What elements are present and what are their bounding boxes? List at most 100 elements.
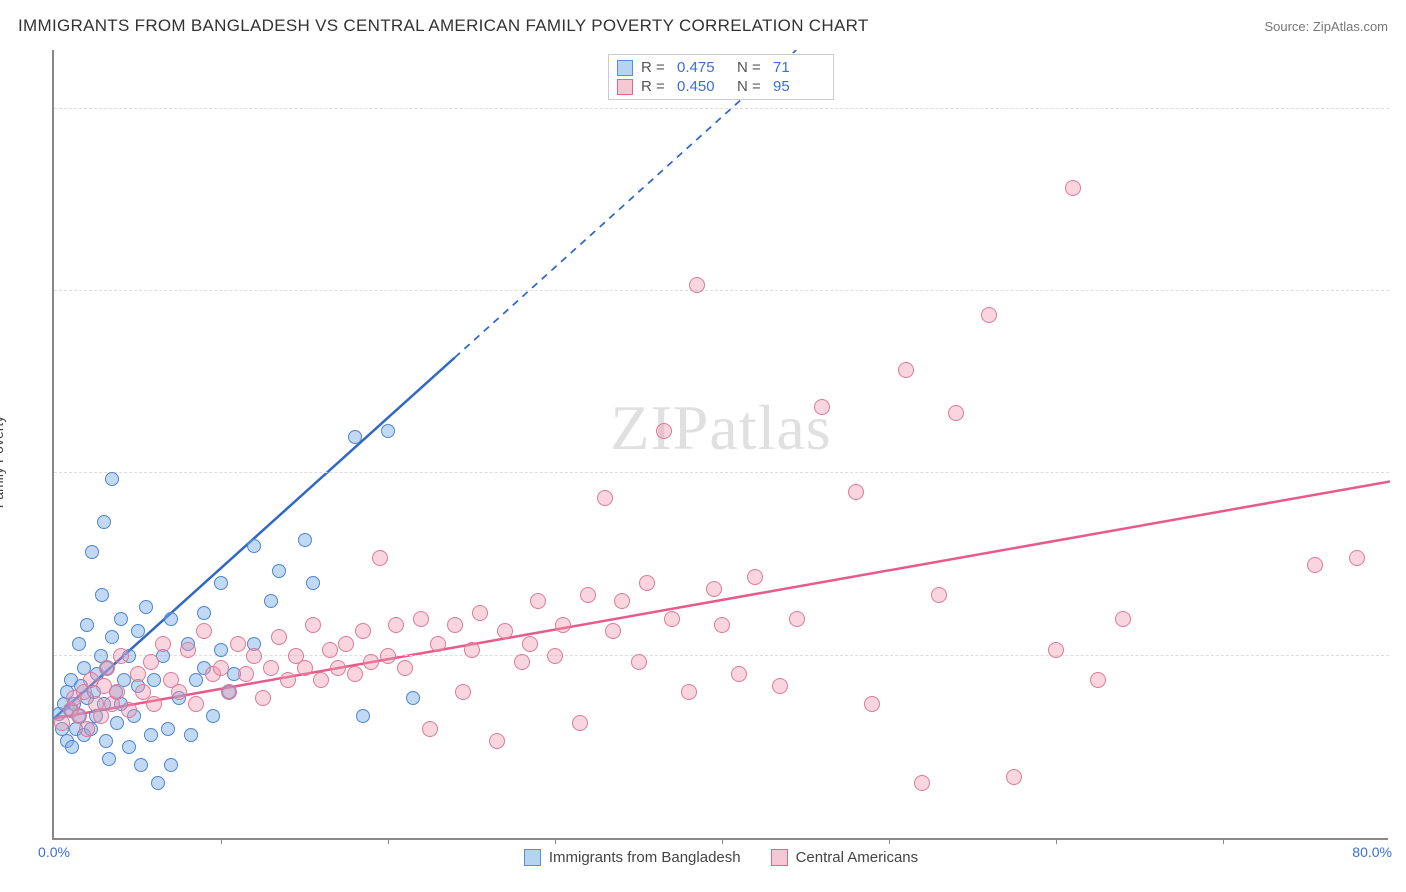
x-tick bbox=[1056, 838, 1057, 844]
scatter-point-central bbox=[363, 654, 379, 670]
scatter-point-central bbox=[848, 484, 864, 500]
scatter-point-central bbox=[221, 684, 237, 700]
scatter-point-central bbox=[180, 642, 196, 658]
scatter-point-bangladesh bbox=[164, 758, 178, 772]
scatter-point-central bbox=[322, 642, 338, 658]
scatter-point-bangladesh bbox=[122, 740, 136, 754]
scatter-point-bangladesh bbox=[97, 515, 111, 529]
gridline-h bbox=[54, 290, 1389, 291]
scatter-point-bangladesh bbox=[247, 539, 261, 553]
stats-n-label: N = bbox=[737, 78, 765, 95]
scatter-point-central bbox=[113, 648, 129, 664]
y-tick-label: 30.0% bbox=[1396, 449, 1406, 465]
scatter-point-bangladesh bbox=[189, 673, 203, 687]
y-tick-label: 15.0% bbox=[1396, 632, 1406, 648]
scatter-point-central bbox=[597, 490, 613, 506]
scatter-point-central bbox=[143, 654, 159, 670]
x-tick bbox=[1223, 838, 1224, 844]
scatter-point-central bbox=[130, 666, 146, 682]
scatter-point-central bbox=[514, 654, 530, 670]
scatter-point-bangladesh bbox=[114, 612, 128, 626]
scatter-point-central bbox=[605, 623, 621, 639]
scatter-point-central bbox=[372, 550, 388, 566]
scatter-point-central bbox=[555, 617, 571, 633]
legend-swatch-central bbox=[771, 849, 788, 866]
scatter-point-bangladesh bbox=[264, 594, 278, 608]
scatter-point-central bbox=[1115, 611, 1131, 627]
scatter-point-bangladesh bbox=[105, 472, 119, 486]
scatter-point-bangladesh bbox=[164, 612, 178, 626]
scatter-point-bangladesh bbox=[131, 624, 145, 638]
swatch-central bbox=[617, 79, 633, 95]
scatter-point-central bbox=[230, 636, 246, 652]
scatter-point-central bbox=[1307, 557, 1323, 573]
scatter-point-central bbox=[1349, 550, 1365, 566]
scatter-point-central bbox=[931, 587, 947, 603]
plot-area: ZIPatlas R =0.475N =71R =0.450N =95 0.0%… bbox=[52, 50, 1388, 840]
legend-item-central: Central Americans bbox=[771, 849, 919, 866]
scatter-point-central bbox=[898, 362, 914, 378]
scatter-point-central bbox=[580, 587, 596, 603]
scatter-point-central bbox=[121, 702, 137, 718]
scatter-point-bangladesh bbox=[306, 576, 320, 590]
scatter-point-bangladesh bbox=[65, 740, 79, 754]
scatter-point-central bbox=[155, 636, 171, 652]
scatter-point-central bbox=[355, 623, 371, 639]
scatter-point-bangladesh bbox=[72, 637, 86, 651]
scatter-point-central bbox=[639, 575, 655, 591]
scatter-point-central bbox=[789, 611, 805, 627]
scatter-point-bangladesh bbox=[161, 722, 175, 736]
scatter-point-central bbox=[397, 660, 413, 676]
scatter-point-central bbox=[814, 399, 830, 415]
scatter-point-bangladesh bbox=[151, 776, 165, 790]
scatter-point-bangladesh bbox=[134, 758, 148, 772]
stats-row-central: R =0.450N =95 bbox=[617, 77, 825, 96]
chart-container: Family Poverty ZIPatlas R =0.475N =71R =… bbox=[18, 50, 1388, 874]
scatter-point-central bbox=[313, 672, 329, 688]
scatter-point-central bbox=[271, 629, 287, 645]
x-tick bbox=[555, 838, 556, 844]
scatter-point-bangladesh bbox=[139, 600, 153, 614]
scatter-point-central bbox=[864, 696, 880, 712]
scatter-point-central bbox=[188, 696, 204, 712]
scatter-point-central bbox=[772, 678, 788, 694]
stats-r-value: 0.475 bbox=[677, 59, 729, 76]
scatter-point-central bbox=[347, 666, 363, 682]
stats-n-value: 71 bbox=[773, 59, 825, 76]
scatter-point-central bbox=[196, 623, 212, 639]
y-axis-label: Family Poverty bbox=[0, 416, 6, 509]
scatter-point-central bbox=[330, 660, 346, 676]
scatter-point-central bbox=[109, 684, 125, 700]
scatter-point-central bbox=[297, 660, 313, 676]
x-tick bbox=[889, 838, 890, 844]
scatter-point-central bbox=[631, 654, 647, 670]
scatter-point-central bbox=[99, 660, 115, 676]
scatter-point-central bbox=[572, 715, 588, 731]
scatter-point-central bbox=[430, 636, 446, 652]
scatter-point-central bbox=[255, 690, 271, 706]
scatter-point-central bbox=[914, 775, 930, 791]
stats-r-label: R = bbox=[641, 59, 669, 76]
scatter-point-bangladesh bbox=[348, 430, 362, 444]
scatter-point-bangladesh bbox=[184, 728, 198, 742]
scatter-point-central bbox=[447, 617, 463, 633]
scatter-point-central bbox=[614, 593, 630, 609]
y-tick-label: 60.0% bbox=[1396, 85, 1406, 101]
scatter-point-central bbox=[338, 636, 354, 652]
x-tick bbox=[388, 838, 389, 844]
scatter-point-central bbox=[1006, 769, 1022, 785]
scatter-point-central bbox=[246, 648, 262, 664]
scatter-point-central bbox=[472, 605, 488, 621]
scatter-point-central bbox=[1090, 672, 1106, 688]
scatter-point-bangladesh bbox=[105, 630, 119, 644]
legend-label-central: Central Americans bbox=[796, 849, 919, 866]
scatter-point-bangladesh bbox=[85, 545, 99, 559]
swatch-bangladesh bbox=[617, 60, 633, 76]
scatter-point-bangladesh bbox=[95, 588, 109, 602]
scatter-point-central bbox=[681, 684, 697, 700]
scatter-point-central bbox=[547, 648, 563, 664]
scatter-point-central bbox=[455, 684, 471, 700]
scatter-point-bangladesh bbox=[272, 564, 286, 578]
x-tick bbox=[221, 838, 222, 844]
scatter-point-bangladesh bbox=[102, 752, 116, 766]
